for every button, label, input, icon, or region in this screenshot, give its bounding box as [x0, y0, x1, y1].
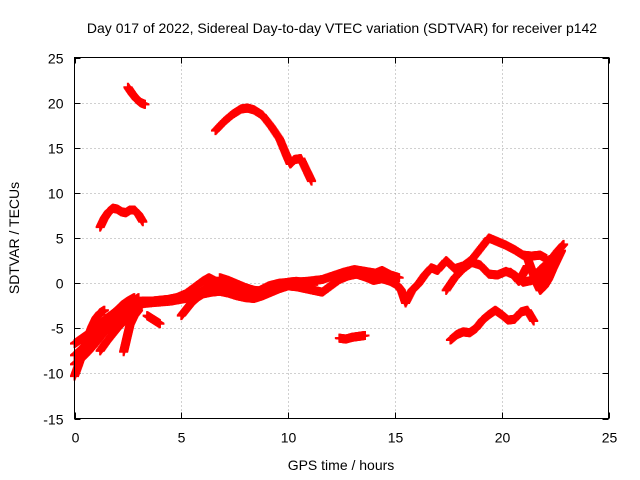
data-point: [138, 217, 148, 227]
data-point: [155, 319, 165, 329]
series-arc-8: [123, 82, 150, 109]
grid: [74, 57, 609, 419]
series-arc-16: [334, 330, 370, 344]
data-point: [529, 316, 539, 326]
chart-title: Day 017 of 2022, Sidereal Day-to-day VTE…: [87, 20, 597, 36]
series-arc-20: [522, 251, 558, 287]
y-tick-label: -10: [43, 366, 63, 382]
x-tick-label: 10: [281, 430, 297, 446]
y-tick-label: -15: [43, 412, 63, 428]
x-tick-label: 25: [602, 430, 618, 446]
x-tick-label: 20: [495, 430, 511, 446]
x-tick-label: 15: [388, 430, 404, 446]
data-point: [140, 99, 150, 109]
series-arc-13: [215, 273, 319, 296]
y-tick-labels: -15 -10 -5 0 5 10 15 20 25: [43, 51, 63, 428]
y-tick-label: 25: [48, 51, 64, 67]
series-arc-7: [95, 203, 148, 232]
y-tick-label: 0: [56, 276, 64, 292]
series-arc-11: [142, 311, 165, 329]
y-axis-label: SDTVAR / TECUs: [6, 182, 22, 294]
series-arc-14: [210, 103, 317, 186]
data-point: [394, 273, 404, 283]
x-tick-label: 5: [178, 430, 186, 446]
y-tick-label: 15: [48, 141, 64, 157]
x-tick-labels: 0 5 10 15 20 25: [72, 430, 618, 446]
x-tick-label: 0: [72, 430, 80, 446]
data-point: [559, 239, 569, 249]
y-tick-label: 5: [56, 231, 64, 247]
series-arc-17: [445, 305, 539, 345]
data-point: [99, 305, 109, 315]
data-point: [360, 330, 370, 340]
y-tick-label: 20: [48, 96, 64, 112]
data-point: [557, 246, 567, 256]
series-arc-10: [138, 273, 253, 306]
y-tick-label: -5: [51, 321, 64, 337]
plot-frame: [74, 57, 609, 419]
x-axis-label: GPS time / hours: [288, 457, 395, 473]
data-point: [548, 251, 558, 261]
series-arc-6: [119, 305, 144, 357]
data-points: [70, 82, 569, 381]
y-tick-label: 10: [48, 186, 64, 202]
data-point: [307, 176, 317, 186]
